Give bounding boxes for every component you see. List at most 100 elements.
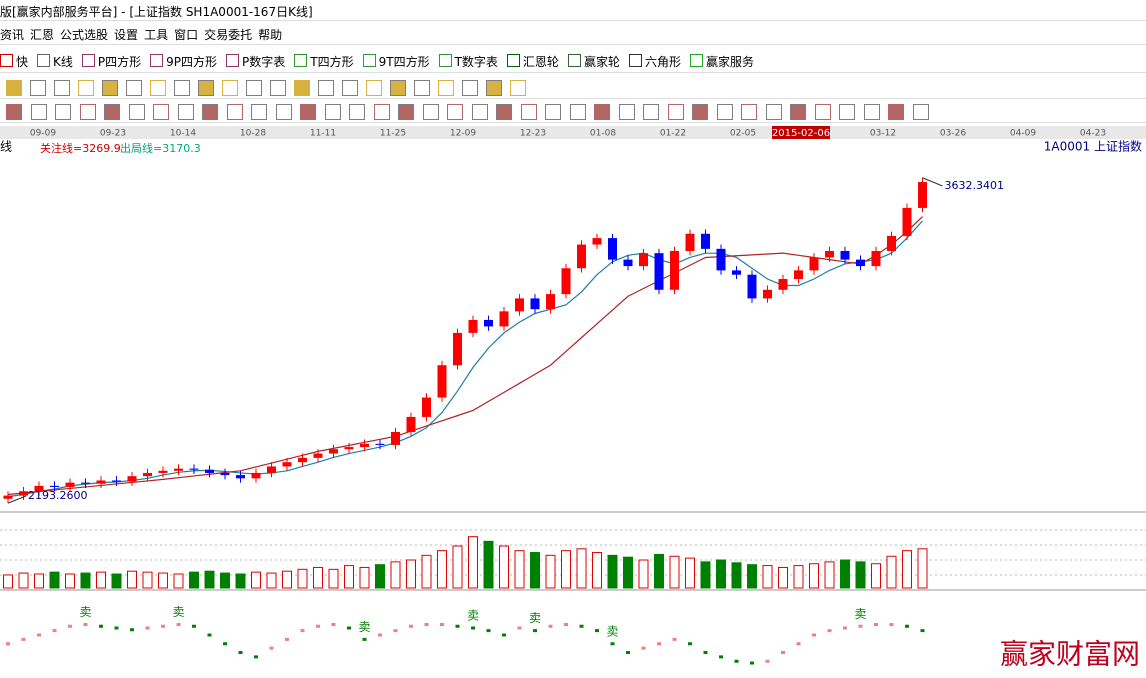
candle-body	[608, 238, 617, 260]
toolbar-label: 六角形	[644, 55, 681, 69]
date-label: 09-23	[100, 129, 126, 139]
tool-icon[interactable]	[569, 104, 586, 120]
toolbar-button[interactable]: 赢家轮	[567, 48, 620, 70]
date-label: 03-26	[940, 129, 966, 139]
tool-icon[interactable]	[300, 104, 316, 120]
volume-bar	[483, 540, 494, 589]
tool-icon[interactable]	[496, 104, 512, 120]
tool-icon[interactable]	[716, 104, 733, 120]
toolbar-button[interactable]: 9T四方形	[362, 48, 430, 70]
tool-icon[interactable]	[594, 104, 610, 120]
tool-icon[interactable]	[863, 104, 880, 120]
tool-icon[interactable]	[246, 80, 262, 96]
tool-icon[interactable]	[790, 104, 806, 120]
toolbar-button[interactable]: 快	[0, 48, 28, 70]
tool-icon[interactable]	[318, 80, 334, 96]
tool-icon[interactable]	[251, 104, 267, 120]
tool-icon[interactable]	[422, 104, 439, 120]
tool-icon[interactable]	[270, 80, 286, 96]
tool-icon[interactable]	[462, 80, 478, 96]
toolbar-button[interactable]: 9P四方形	[150, 48, 217, 70]
indicator-point	[254, 655, 258, 659]
tool-icon[interactable]	[643, 104, 659, 120]
tool-icon[interactable]	[349, 104, 365, 120]
menu-item[interactable]: 公式选股	[60, 28, 109, 42]
tool-icon[interactable]	[54, 80, 70, 96]
tool-icon[interactable]	[741, 104, 757, 120]
tool-icon[interactable]	[373, 104, 390, 120]
tool-icon[interactable]	[888, 104, 904, 120]
tool-icon[interactable]	[324, 104, 341, 120]
candle-body	[902, 207, 912, 236]
toolbar-button[interactable]: P数字表	[226, 48, 285, 70]
tool-icon[interactable]	[342, 80, 358, 96]
toolbar-button[interactable]: 赢家服务	[689, 48, 754, 70]
menu-item[interactable]: 汇恩	[30, 28, 55, 42]
tool-icon[interactable]	[30, 80, 46, 96]
tool-icon[interactable]	[150, 80, 166, 96]
tool-icon[interactable]	[447, 104, 463, 120]
menu-item[interactable]: 帮助	[258, 28, 283, 42]
tool-icon[interactable]	[128, 104, 145, 120]
tool-icon[interactable]	[667, 104, 684, 120]
volume-bar	[65, 573, 75, 589]
date-label: 11-25	[380, 129, 406, 139]
tool-icon[interactable]	[222, 80, 238, 96]
candle-body	[468, 319, 478, 333]
tool-icon[interactable]	[153, 104, 169, 120]
indicator-point	[424, 623, 429, 626]
tool-icon[interactable]	[177, 104, 194, 120]
indicator-point	[176, 623, 181, 626]
tool-icon[interactable]	[202, 104, 218, 120]
toolbar-label: T数字表	[454, 55, 498, 69]
toolbar-button[interactable]: T四方形	[294, 48, 354, 70]
menu-item[interactable]: 窗口	[174, 28, 199, 42]
tool-icon[interactable]	[78, 80, 94, 96]
toolbar-button[interactable]: T数字表	[438, 48, 498, 70]
volume-bar	[824, 561, 835, 589]
tool-icon[interactable]	[510, 80, 526, 96]
tool-icon[interactable]	[6, 104, 22, 120]
tool-icon[interactable]	[438, 80, 454, 96]
tool-icon[interactable]	[102, 80, 118, 96]
tool-icon[interactable]	[814, 104, 831, 120]
toolbar-button[interactable]: P四方形	[81, 48, 141, 70]
menu-item[interactable]: 资讯	[0, 28, 25, 42]
tool-icon[interactable]	[275, 104, 292, 120]
menu-item[interactable]: 交易委托	[204, 28, 253, 42]
toolbar-button[interactable]: 汇恩轮	[506, 48, 559, 70]
menu-item[interactable]: 设置	[114, 28, 139, 42]
tool-icon[interactable]	[79, 104, 96, 120]
tool-icon[interactable]	[30, 104, 47, 120]
tool-icon[interactable]	[414, 80, 430, 96]
toolbar-label: 快	[16, 55, 29, 69]
tool-icon[interactable]	[398, 104, 414, 120]
menu-item[interactable]: 工具	[144, 28, 169, 42]
toolbar-button[interactable]: 六角形	[628, 48, 681, 70]
tool-icon[interactable]	[390, 80, 406, 96]
tool-icon[interactable]	[692, 104, 708, 120]
tool-icon[interactable]	[226, 104, 243, 120]
tool-icon[interactable]	[55, 104, 71, 120]
tool-icon[interactable]	[366, 80, 382, 96]
toolbar-icon	[81, 54, 95, 67]
tool-icon[interactable]	[486, 80, 502, 96]
candle-body	[267, 466, 276, 473]
tool-icon[interactable]	[471, 104, 488, 120]
tool-icon[interactable]	[765, 104, 782, 120]
volume-bar	[809, 563, 819, 589]
tool-icon[interactable]	[6, 80, 22, 96]
tool-icon[interactable]	[126, 80, 142, 96]
tool-icon[interactable]	[174, 80, 190, 96]
toolbar-button[interactable]: K线	[37, 48, 73, 70]
tool-icon[interactable]	[912, 104, 929, 120]
tool-icon[interactable]	[198, 80, 214, 96]
tool-icon[interactable]	[104, 104, 120, 120]
indicator-point	[145, 626, 150, 630]
tool-icon[interactable]	[520, 104, 537, 120]
tool-icon[interactable]	[294, 80, 310, 96]
tool-icon[interactable]	[618, 104, 635, 120]
volume-bar	[747, 564, 757, 589]
tool-icon[interactable]	[839, 104, 855, 120]
tool-icon[interactable]	[545, 104, 561, 120]
